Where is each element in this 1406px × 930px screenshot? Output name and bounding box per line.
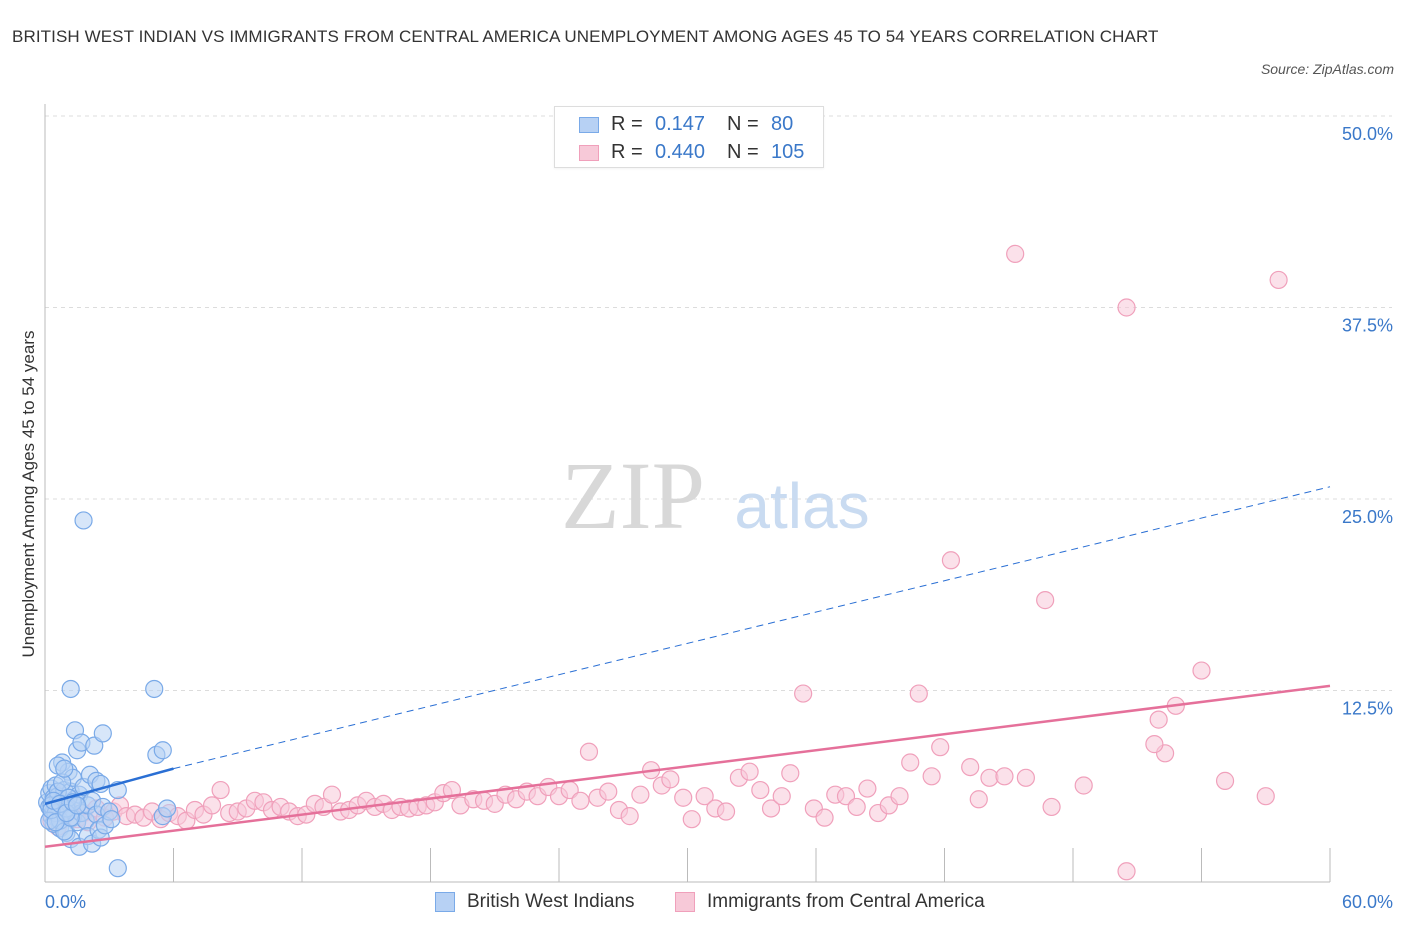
correlation-legend: R = 0.147 N = 80 R = 0.440 N = 105 [554, 106, 824, 168]
data-point [55, 759, 74, 778]
legend-n-value: 80 [771, 113, 794, 135]
data-point [61, 679, 80, 699]
legend-r-value: 0.147 [655, 113, 706, 135]
legend-swatch-blue [579, 117, 599, 133]
data-point [620, 807, 639, 826]
legend-n-label: N = [727, 113, 759, 135]
data-point [661, 770, 680, 789]
trend-line-pink [44, 684, 1331, 849]
data-point [781, 764, 800, 783]
data-point [93, 724, 112, 743]
bottom-legend-swatch-pink [675, 892, 695, 912]
x-tick-min: 0.0% [45, 892, 86, 912]
data-point [941, 551, 961, 570]
data-point [599, 782, 618, 801]
legend-r-label: R = [611, 113, 643, 135]
data-point [969, 790, 988, 809]
trend-lines [44, 486, 1331, 849]
data-point [157, 799, 177, 818]
series-immigrants-central-america [42, 244, 1288, 881]
data-point [1256, 787, 1275, 806]
data-point [682, 810, 701, 829]
data-point [980, 768, 999, 787]
data-point [772, 787, 791, 806]
data-point [108, 859, 127, 878]
data-point [716, 802, 736, 821]
data-point [1117, 862, 1136, 881]
data-point [815, 808, 834, 827]
bottom-legend-label: British West Indians [467, 891, 635, 912]
data-point [1016, 768, 1035, 787]
y-tick-label: 50.0% [1342, 124, 1393, 144]
data-point [1042, 797, 1061, 817]
source-label: Source: ZipAtlas.com [1260, 61, 1394, 77]
data-point [674, 788, 693, 807]
data-point [202, 796, 222, 815]
data-point [858, 779, 877, 798]
data-point [995, 767, 1014, 786]
data-point [68, 796, 87, 815]
legend-swatch-pink [579, 145, 599, 161]
y-tick-label: 37.5% [1342, 316, 1393, 336]
y-tick-label: 12.5% [1342, 699, 1393, 719]
trend-line-blue-dashed [173, 486, 1331, 770]
data-point [931, 738, 950, 757]
data-point [322, 785, 342, 804]
data-point [901, 753, 920, 772]
data-point [1215, 771, 1235, 790]
data-point [909, 684, 928, 703]
data-point [794, 684, 813, 703]
legend-n-label: N = [727, 141, 759, 163]
chart-title: BRITISH WEST INDIAN VS IMMIGRANTS FROM C… [12, 27, 1159, 46]
watermark-atlas: atlas [734, 470, 869, 542]
data-point [1074, 776, 1093, 795]
data-point [1117, 298, 1136, 317]
data-point [211, 780, 230, 800]
data-point [74, 511, 93, 530]
data-point [1269, 270, 1288, 290]
data-point [740, 762, 759, 781]
data-point [847, 797, 866, 817]
data-point [890, 787, 909, 806]
watermark: ZIP atlas [561, 442, 870, 549]
data-point [153, 741, 172, 760]
legend-r-label: R = [611, 141, 643, 163]
data-point [145, 679, 164, 699]
bottom-legend-swatch-blue [435, 892, 455, 912]
axes [44, 104, 1331, 883]
y-tick-labels: 12.5% 25.0% 37.5% 50.0% [1342, 124, 1393, 719]
bottom-legend-label: Immigrants from Central America [707, 891, 985, 912]
data-point [695, 787, 714, 806]
data-point [571, 791, 590, 810]
data-point [631, 785, 650, 804]
trend-line-blue [44, 767, 174, 806]
data-point [1036, 591, 1055, 610]
x-tick-max: 60.0% [1342, 892, 1393, 912]
y-axis-label: Unemployment Among Ages 45 to 54 years [19, 331, 38, 658]
data-point [1149, 710, 1168, 729]
data-point [836, 787, 856, 806]
data-point [102, 810, 121, 829]
grid-lines [45, 115, 1392, 691]
data-point [579, 742, 599, 761]
data-point [922, 767, 941, 786]
data-point [961, 757, 980, 777]
data-point [1145, 735, 1164, 754]
data-point [1192, 661, 1211, 680]
legend-r-value: 0.440 [655, 141, 706, 163]
data-point [761, 799, 781, 818]
data-point [1006, 244, 1025, 263]
watermark-zip: ZIP [561, 442, 705, 549]
y-tick-label: 25.0% [1342, 507, 1393, 527]
series-british-west-indians [38, 511, 177, 878]
data-point [751, 780, 770, 800]
legend-n-value: 105 [771, 141, 805, 163]
